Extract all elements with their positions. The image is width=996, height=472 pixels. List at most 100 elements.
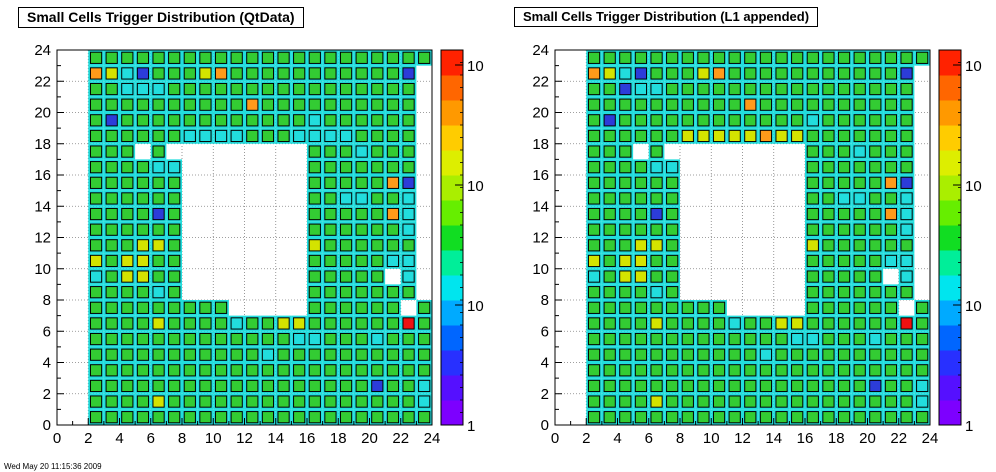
x-tick-label: 20 xyxy=(361,430,378,447)
heatmap-cell xyxy=(666,98,679,111)
heatmap-cell xyxy=(136,332,150,346)
heatmap-cell xyxy=(136,67,150,80)
heatmap-cell xyxy=(89,145,103,158)
heatmap-cell xyxy=(418,348,431,361)
x-tick-label: 14 xyxy=(267,430,284,447)
heatmap-cell xyxy=(806,98,819,111)
heatmap-cell xyxy=(308,286,321,299)
heatmap-cell xyxy=(650,254,663,268)
heatmap-cell xyxy=(418,395,431,408)
heatmap-cell xyxy=(697,301,710,314)
heatmap-cell xyxy=(837,98,851,111)
heatmap-cell xyxy=(744,395,757,408)
heatmap-cell xyxy=(246,129,259,143)
heatmap-cell xyxy=(308,379,321,393)
heatmap-cell xyxy=(619,239,632,252)
heatmap-cell xyxy=(806,286,819,299)
heatmap-cell xyxy=(371,270,384,283)
heatmap-cell xyxy=(712,395,726,408)
heatmap-cell xyxy=(152,270,165,283)
heatmap-cell xyxy=(89,395,103,408)
colorbar-label: 10 xyxy=(965,58,982,75)
x-tick-label: 18 xyxy=(828,430,845,447)
heatmap-cell xyxy=(869,207,882,221)
heatmap-cell xyxy=(712,301,726,314)
heatmap-cell xyxy=(650,286,663,299)
heatmap-cell xyxy=(900,67,913,80)
heatmap-cell xyxy=(806,395,819,408)
heatmap-cell xyxy=(386,301,400,314)
heatmap-cell xyxy=(324,223,337,236)
heatmap-cell xyxy=(822,364,835,377)
heatmap-cell xyxy=(214,51,228,64)
heatmap-cell xyxy=(759,98,773,111)
heatmap-cell xyxy=(152,239,165,252)
x-tick-label: 12 xyxy=(236,430,253,447)
heatmap-cell xyxy=(230,114,243,127)
heatmap-cell xyxy=(324,176,337,189)
heatmap-cell xyxy=(884,114,898,127)
heatmap-cell xyxy=(355,145,368,158)
heatmap-cell xyxy=(121,98,134,111)
heatmap-cell xyxy=(402,98,415,111)
heatmap-cell xyxy=(199,67,212,80)
heatmap-cell xyxy=(121,286,134,299)
heatmap-cell xyxy=(418,51,431,64)
heatmap-cell xyxy=(339,223,353,236)
heatmap-cell xyxy=(853,82,866,96)
heatmap-cell xyxy=(355,395,368,408)
heatmap-cell xyxy=(744,82,757,96)
heatmap-cell xyxy=(806,129,819,143)
heatmap-cell xyxy=(603,51,616,64)
heatmap-cell xyxy=(822,379,835,393)
heatmap-cell xyxy=(869,286,882,299)
heatmap-cell xyxy=(355,317,368,330)
heatmap-cell xyxy=(402,192,415,205)
heatmap-cell xyxy=(681,98,694,111)
heatmap-cell xyxy=(136,270,150,283)
heatmap-cell xyxy=(853,223,866,236)
heatmap-cell xyxy=(308,207,321,221)
heatmap-cell xyxy=(89,98,103,111)
heatmap-cell xyxy=(230,411,243,424)
heatmap-cell xyxy=(121,51,134,64)
heatmap-cell xyxy=(822,348,835,361)
heatmap-cell xyxy=(837,332,851,346)
heatmap-cell xyxy=(712,317,726,330)
heatmap-cell xyxy=(105,239,118,252)
heatmap-cell xyxy=(89,51,103,64)
heatmap-cell xyxy=(89,270,103,283)
heatmap-cell xyxy=(884,67,898,80)
heatmap-cell xyxy=(791,129,804,143)
heatmap-cell xyxy=(152,301,165,314)
heatmap-cell xyxy=(261,379,275,393)
heatmap-cell xyxy=(324,51,337,64)
heatmap-cell xyxy=(402,51,415,64)
heatmap-cell xyxy=(666,161,679,174)
heatmap-cell xyxy=(386,364,400,377)
heatmap-cell xyxy=(324,379,337,393)
colorbar-segment xyxy=(939,50,961,76)
heatmap-cell xyxy=(105,379,118,393)
heatmap-cell xyxy=(121,67,134,80)
heatmap-cell xyxy=(587,176,601,189)
heatmap-cell xyxy=(214,82,228,96)
heatmap-cell xyxy=(806,145,819,158)
heatmap-cell xyxy=(587,51,601,64)
colorbar-segment xyxy=(939,200,961,226)
heatmap-cell xyxy=(822,317,835,330)
y-tick-label: 20 xyxy=(532,105,549,122)
heatmap-cell xyxy=(666,411,679,424)
heatmap-cell xyxy=(853,411,866,424)
heatmap-cell xyxy=(869,411,882,424)
heatmap-cell xyxy=(728,348,741,361)
heatmap-cell xyxy=(89,411,103,424)
colorbar-segment xyxy=(939,250,961,276)
heatmap-cell xyxy=(136,364,150,377)
x-tick-label: 6 xyxy=(645,430,653,447)
heatmap-cell xyxy=(822,129,835,143)
heatmap-cell xyxy=(168,192,181,205)
heatmap-cell xyxy=(371,348,384,361)
heatmap-cell xyxy=(619,301,632,314)
colorbar-segment xyxy=(441,350,463,376)
